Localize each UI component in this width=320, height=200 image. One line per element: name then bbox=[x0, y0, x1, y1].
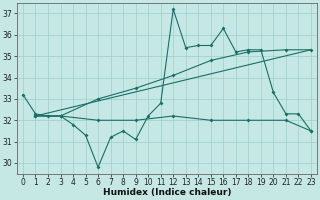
X-axis label: Humidex (Indice chaleur): Humidex (Indice chaleur) bbox=[103, 188, 231, 197]
